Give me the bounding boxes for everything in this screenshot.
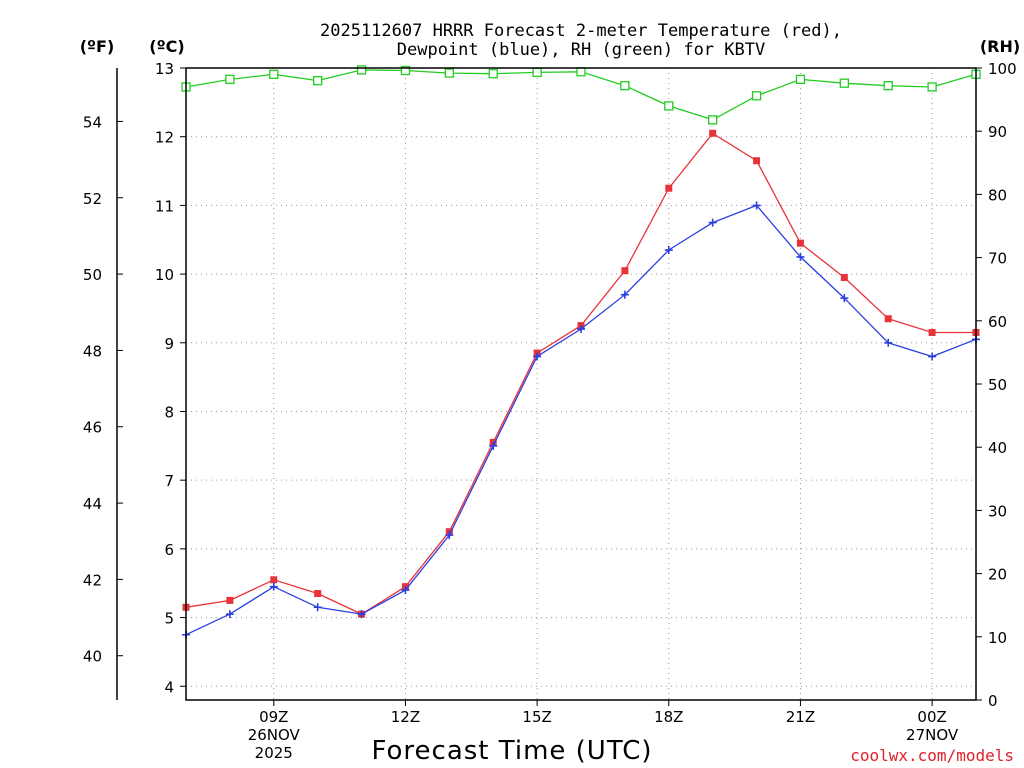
data-point-rh	[883, 81, 893, 91]
data-point-dewpoint	[577, 325, 585, 334]
rh-tick-label: 80	[988, 186, 1007, 204]
data-point-dewpoint	[489, 441, 498, 450]
data-point-dewpoint	[928, 352, 937, 361]
series-line-dewpoint	[185, 204, 977, 636]
celsius-tick-label: 11	[155, 197, 174, 215]
data-point-dewpoint	[752, 201, 761, 210]
rh-tick-label: 10	[988, 629, 1007, 647]
data-series	[181, 65, 981, 639]
x-tick-label: 00Z	[917, 708, 946, 726]
data-point-dewpoint	[533, 352, 542, 361]
data-point-rh	[576, 67, 586, 77]
fahrenheit-tick-label: 50	[83, 266, 102, 284]
data-point-rh	[400, 65, 411, 76]
data-point-temperature	[928, 328, 936, 336]
data-point-dewpoint	[708, 218, 717, 227]
data-point-dewpoint	[269, 582, 278, 591]
celsius-tick-label: 6	[164, 541, 174, 559]
data-point-rh	[664, 101, 674, 111]
celsius-tick-label: 4	[164, 678, 174, 696]
data-point-dewpoint	[313, 603, 322, 612]
rh-tick-label: 40	[988, 439, 1007, 457]
series-line-rh	[185, 69, 977, 121]
celsius-tick-label: 12	[155, 129, 174, 147]
data-point-rh	[269, 69, 279, 79]
data-point-temperature	[270, 576, 278, 584]
rh-tick-label: 0	[988, 692, 998, 710]
x-tick-label: 2025	[255, 744, 293, 762]
celsius-tick-label: 7	[164, 472, 174, 490]
data-point-temperature	[753, 157, 761, 165]
data-point-rh	[795, 74, 806, 85]
grid-lines	[186, 67, 976, 700]
data-point-rh	[532, 67, 542, 78]
x-tick-label: 15Z	[522, 708, 551, 726]
credit-label: coolwx.com/models	[850, 746, 1014, 765]
fahrenheit-tick-label: 48	[83, 342, 102, 360]
plot-frame	[185, 67, 977, 701]
x-tick-label: 27NOV	[906, 726, 959, 744]
rh-tick-label: 70	[988, 250, 1007, 268]
data-point-rh	[620, 81, 630, 91]
data-point-temperature	[621, 267, 629, 275]
x-tick-label: 12Z	[391, 708, 420, 726]
axes-ticks: 4 5 6 7 8 9 10 11 12 13 40 42 44 46 48 50 52 54 0 10 20 30 40 5…	[83, 60, 1017, 762]
rh-tick-label: 50	[988, 376, 1007, 394]
data-point-rh	[356, 65, 367, 75]
data-point-temperature	[709, 129, 717, 137]
fahrenheit-tick-label: 52	[83, 190, 102, 208]
data-point-rh	[751, 91, 762, 101]
fahrenheit-tick-label: 54	[83, 113, 102, 131]
data-point-dewpoint	[664, 246, 673, 255]
data-point-dewpoint	[357, 610, 366, 619]
rh-tick-label: 90	[988, 123, 1007, 141]
x-tick-label: 21Z	[786, 708, 815, 726]
chart-title-line2: Dewpoint (blue), RH (green) for KBTV	[397, 40, 765, 60]
data-point-rh	[839, 78, 849, 88]
data-point-dewpoint	[884, 338, 893, 347]
data-point-rh	[927, 82, 937, 92]
celsius-tick-label: 13	[155, 60, 174, 78]
data-point-dewpoint	[796, 252, 805, 261]
rh-unit-label: (RH)	[980, 37, 1020, 56]
data-point-rh	[444, 68, 454, 78]
celsius-tick-label: 5	[164, 610, 174, 628]
rh-tick-label: 20	[988, 566, 1007, 584]
data-point-rh	[313, 75, 323, 86]
celsius-tick-label: 10	[155, 266, 174, 284]
celsius-tick-label: 9	[164, 335, 174, 353]
fahrenheit-tick-label: 40	[83, 648, 102, 666]
celsius-tick-label: 8	[164, 403, 174, 421]
data-point-temperature	[840, 274, 848, 282]
data-point-rh	[488, 69, 498, 79]
data-point-temperature	[665, 184, 673, 192]
data-point-dewpoint	[401, 586, 410, 595]
fahrenheit-tick-label: 46	[83, 419, 102, 437]
x-tick-label: 09Z	[259, 708, 288, 726]
celsius-unit-label: (ºC)	[149, 37, 184, 56]
data-point-temperature	[314, 590, 322, 598]
data-point-temperature	[796, 239, 804, 247]
rh-tick-label: 30	[988, 502, 1007, 520]
fahrenheit-unit-label: (ºF)	[80, 37, 115, 56]
data-point-dewpoint	[445, 531, 454, 540]
x-tick-label: 18Z	[654, 708, 683, 726]
chart-title-line1: 2025112607 HRRR Forecast 2-meter Tempera…	[320, 21, 842, 41]
fahrenheit-tick-label: 44	[83, 495, 102, 513]
rh-tick-label: 60	[988, 313, 1007, 331]
data-point-rh	[225, 74, 235, 85]
x-tick-label: 26NOV	[248, 726, 301, 744]
x-axis-title: Forecast Time (UTC)	[371, 736, 652, 766]
fahrenheit-tick-label: 42	[83, 571, 102, 589]
data-point-rh	[708, 115, 718, 125]
data-point-temperature	[226, 596, 234, 604]
data-point-dewpoint	[620, 290, 629, 299]
data-point-dewpoint	[225, 610, 234, 619]
rh-tick-label: 100	[988, 60, 1017, 78]
data-point-dewpoint	[840, 294, 849, 303]
data-point-temperature	[884, 315, 892, 323]
